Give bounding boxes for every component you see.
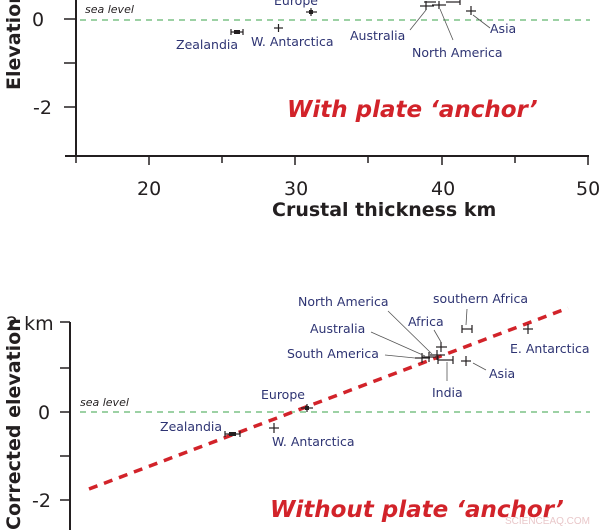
bottom-leader-australia: [370, 331, 426, 357]
bottom-panel: Corrected elevation 2 km 0 -2 sea level: [3, 291, 590, 530]
bottom-leader-africa: [433, 329, 442, 343]
top-label-australia: Australia: [350, 28, 405, 43]
top-label-asia: Asia: [490, 21, 516, 36]
bottom-leader-north-america: [387, 310, 433, 355]
bottom-y-tick-label: 0: [38, 402, 50, 424]
bottom-point-australia: [422, 352, 436, 362]
top-panel: Elevation to 0 -2 20 30 40 50 Crustal th…: [3, 0, 600, 221]
bottom-label-africa: Africa: [408, 314, 444, 329]
top-y-tick-label: -2: [33, 97, 52, 119]
bottom-label-europe: Europe: [261, 387, 305, 402]
bottom-y-tick-label: 2 km: [6, 313, 54, 335]
bottom-point-india: [437, 356, 454, 364]
top-x-axis-title: Crustal thickness km: [272, 199, 496, 221]
bottom-point-europe: [301, 404, 313, 412]
top-x-tick-label: 20: [137, 178, 161, 200]
bottom-leader-southern-africa: [465, 308, 468, 326]
top-leader-australia: [409, 9, 427, 31]
bottom-point-w-antarctica: [269, 423, 279, 433]
bottom-point-africa: [436, 342, 447, 352]
top-point-australia: [420, 1, 436, 10]
top-sea-level-label: sea level: [85, 3, 134, 16]
bottom-leader-asia: [472, 362, 487, 371]
bottom-panel-title: Without plate ‘anchor’: [270, 497, 564, 523]
bottom-y-axis-title: Corrected elevation: [3, 318, 25, 530]
bottom-label-south-america: South America: [287, 346, 379, 361]
top-point-europe: [306, 8, 317, 16]
bottom-point-southern-africa: [461, 325, 473, 333]
top-point-asia: [466, 6, 476, 15]
bottom-label-australia: Australia: [310, 321, 365, 336]
top-point-w-antarctica: [274, 24, 283, 32]
bottom-point-e-antarctica: [523, 324, 533, 334]
bottom-sea-level-label: sea level: [80, 396, 129, 409]
bottom-leader-south-america: [384, 354, 416, 359]
top-leader-asia: [472, 14, 491, 29]
top-leader-north-america: [439, 8, 454, 41]
bottom-y-tick-label: -2: [32, 490, 51, 512]
bottom-label-zealandia: Zealandia: [160, 419, 222, 434]
top-label-europe: Europe: [274, 0, 318, 8]
bottom-trend-line: [88, 306, 569, 491]
top-label-w-antarctica: W. Antarctica: [251, 34, 334, 49]
top-y-tick-label: 0: [32, 9, 44, 31]
top-panel-title: With plate ‘anchor’: [287, 97, 538, 123]
bottom-label-e-antarctica: E. Antarctica: [510, 341, 590, 356]
top-x-tick-label: 40: [431, 178, 455, 200]
top-y-axis-title: Elevation to: [3, 0, 25, 90]
bottom-point-north-america: [430, 350, 445, 360]
bottom-label-w-antarctica: W. Antarctica: [272, 434, 355, 449]
top-x-tick-label: 50: [576, 178, 600, 200]
top-label-zealandia: Zealandia: [176, 37, 238, 52]
top-point-north-america: [432, 0, 461, 9]
bottom-point-asia: [461, 356, 471, 366]
top-point-zealandia: [230, 29, 244, 35]
bottom-point-zealandia: [224, 431, 241, 437]
bottom-label-india: India: [432, 385, 463, 400]
bottom-label-southern-africa: southern Africa: [433, 291, 528, 306]
top-label-north-america: North America: [412, 45, 503, 60]
watermark: SCIENCEAQ.COM: [505, 516, 590, 527]
bottom-label-asia: Asia: [489, 366, 515, 381]
top-x-tick-label: 30: [284, 178, 308, 200]
bottom-label-north-america: North America: [298, 294, 389, 309]
